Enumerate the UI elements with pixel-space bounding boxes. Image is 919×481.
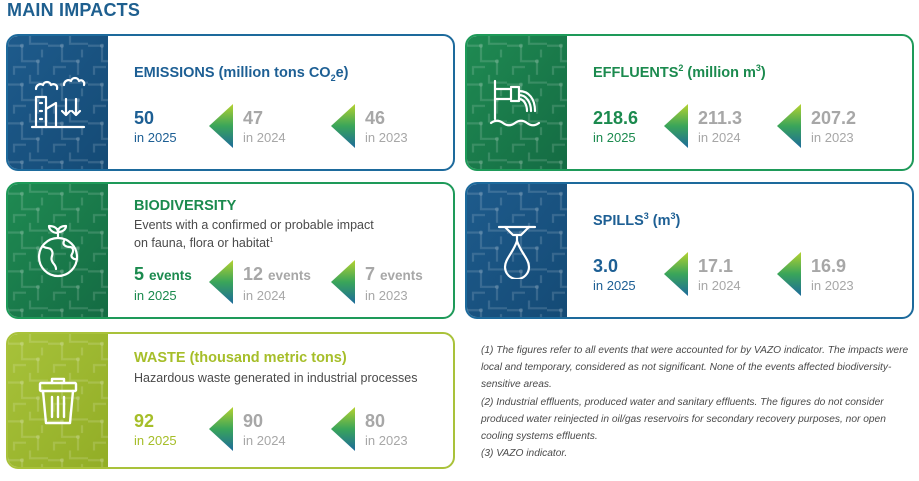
effluents-value-2023: 207.2 in 2023 (811, 108, 857, 145)
effluents-value-2025: 218.6 in 2025 (593, 108, 639, 145)
effluent-pipe-icon (489, 79, 541, 126)
trend-arrow-icon (777, 104, 801, 148)
biodiversity-value-2025: 5 events in 2025 (134, 264, 192, 303)
effluents-card: EFFLUENTS2 (million m3) 218.6 in 2025 21… (465, 34, 914, 171)
trend-arrow-icon (777, 252, 801, 296)
emissions-tile (8, 36, 108, 169)
drop-spill-icon (497, 225, 537, 279)
waste-value-2023: 80 in 2023 (365, 411, 408, 448)
trend-arrow-icon (209, 260, 233, 304)
biodiversity-title: BIODIVERSITY (134, 198, 237, 214)
waste-title: WASTE (thousand metric tons) (134, 350, 347, 366)
trend-arrow-icon (664, 104, 688, 148)
biodiversity-value-2024: 12 events in 2024 (243, 264, 311, 303)
trend-arrow-icon (331, 104, 355, 148)
spills-title: SPILLS3 (m3) (593, 211, 681, 229)
spills-value-2023: 16.9 in 2023 (811, 256, 854, 293)
waste-card: WASTE (thousand metric tons) Hazardous w… (6, 332, 455, 469)
trash-bin-icon (38, 377, 78, 424)
emissions-card: EMISSIONS (million tons CO2e) 50 in 2025… (6, 34, 455, 171)
trend-arrow-icon (331, 407, 355, 451)
spills-card: SPILLS3 (m3) 3.0 in 2025 17.1 in 2024 16… (465, 182, 914, 319)
globe-plant-icon (37, 224, 79, 277)
footnote-3: (3) VAZO indicator. (481, 448, 568, 460)
footnote-1: (1) The figures refer to all events that… (481, 345, 909, 391)
footnote-2: (2) Industrial effluents, produced water… (481, 396, 886, 443)
emissions-value-2023: 46 in 2023 (365, 108, 408, 145)
waste-subtitle: Hazardous waste generated in industrial … (134, 371, 418, 385)
waste-value-2024: 90 in 2024 (243, 411, 286, 448)
spills-value-2024: 17.1 in 2024 (698, 256, 741, 293)
factory-emissions-icon (30, 76, 86, 128)
footnotes: (1) The figures refer to all events that… (481, 342, 911, 462)
biodiversity-subtitle: Events with a confirmed or probable impa… (134, 218, 374, 251)
trend-arrow-icon (209, 407, 233, 451)
emissions-value-2024: 47 in 2024 (243, 108, 286, 145)
biodiversity-tile (8, 184, 108, 317)
trend-arrow-icon (209, 104, 233, 148)
spills-tile (467, 184, 567, 317)
trend-arrow-icon (331, 260, 355, 304)
biodiversity-value-2023: 7 events in 2023 (365, 264, 423, 303)
effluents-tile (467, 36, 567, 169)
emissions-title: EMISSIONS (million tons CO2e) (134, 65, 349, 83)
page-title: MAIN IMPACTS (7, 0, 141, 20)
effluents-value-2024: 211.3 in 2024 (698, 108, 743, 145)
waste-tile (8, 334, 108, 467)
spills-value-2025: 3.0 in 2025 (593, 256, 636, 293)
emissions-value-2025: 50 in 2025 (134, 108, 177, 145)
effluents-title: EFFLUENTS2 (million m3) (593, 63, 766, 81)
waste-value-2025: 92 in 2025 (134, 411, 177, 448)
biodiversity-card: BIODIVERSITY Events with a confirmed or … (6, 182, 455, 319)
trend-arrow-icon (664, 252, 688, 296)
